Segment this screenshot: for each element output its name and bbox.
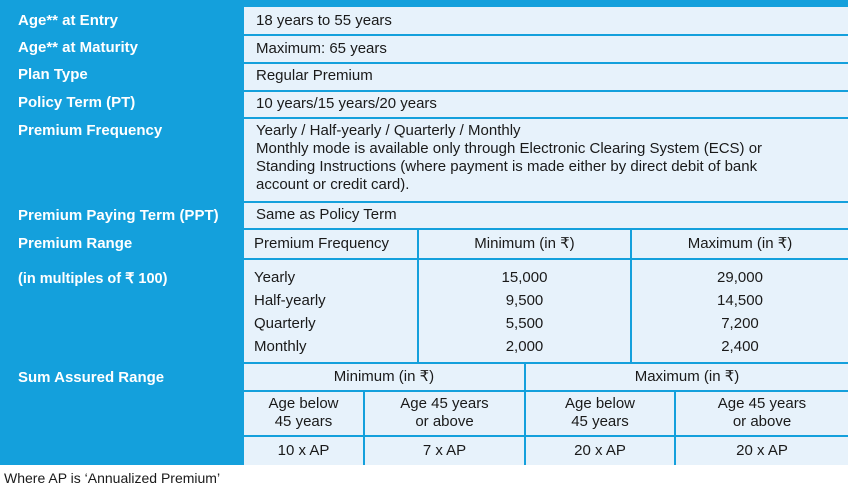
age-entry-label: Age** at Entry bbox=[18, 12, 119, 29]
maximum-monthly: 2,400 bbox=[721, 338, 759, 355]
subheader-2-line-1: Age 45 years bbox=[400, 395, 489, 412]
premium-range-header-minimum: Minimum (in ₹) bbox=[419, 230, 630, 258]
frequency-monthly: Monthly bbox=[254, 338, 307, 355]
sum-assured-subheader-1: Age below 45 years bbox=[244, 392, 363, 435]
age-entry-value: 18 years to 55 years bbox=[244, 7, 848, 34]
premium-range-header-frequency: Premium Frequency bbox=[244, 230, 417, 258]
premium-frequency-line-1: Yearly / Half-yearly / Quarterly / Month… bbox=[256, 122, 521, 139]
subheader-3-line-1: Age below bbox=[564, 395, 636, 412]
premium-range-label: Premium Range bbox=[18, 235, 133, 252]
premium-frequency-value: Yearly / Half-yearly / Quarterly / Month… bbox=[244, 119, 848, 201]
minimum-yearly: 15,000 bbox=[501, 269, 548, 286]
age-maturity-value: Maximum: 65 years bbox=[244, 36, 848, 62]
footnote: Where AP is ‘Annualized Premium’ bbox=[4, 470, 221, 486]
sum-assured-value-1: 10 x AP bbox=[244, 437, 363, 465]
ppt-value: Same as Policy Term bbox=[244, 203, 848, 228]
maximum-half-yearly: 14,500 bbox=[717, 292, 763, 309]
sum-assured-subheader-4: Age 45 years or above bbox=[676, 392, 848, 435]
sum-assured-label: Sum Assured Range bbox=[18, 369, 165, 386]
premium-frequency-label: Premium Frequency bbox=[18, 122, 163, 139]
sum-assured-minimum-header: Minimum (in ₹) bbox=[244, 364, 524, 390]
subheader-2-line-2: or above bbox=[415, 413, 474, 430]
sum-assured-subheader-3: Age below 45 years bbox=[526, 392, 674, 435]
premium-frequency-line-4: account or credit card). bbox=[256, 176, 410, 193]
subheader-1-line-2: 45 years bbox=[274, 413, 333, 430]
sum-assured-value-4: 20 x AP bbox=[676, 437, 848, 465]
subheader-3-line-2: 45 years bbox=[571, 413, 629, 430]
maximum-yearly: 29,000 bbox=[717, 269, 763, 286]
subheader-4-line-2: or above bbox=[732, 413, 792, 430]
age-maturity-label: Age** at Maturity bbox=[18, 39, 139, 56]
policy-term-label: Policy Term (PT) bbox=[18, 94, 136, 111]
minimum-half-yearly: 9,500 bbox=[505, 292, 544, 309]
sum-assured-subheader-2: Age 45 years or above bbox=[365, 392, 524, 435]
premium-frequency-line-3: Standing Instructions (where payment is … bbox=[256, 158, 758, 175]
premium-range-sublabel: (in multiples of ₹ 100) bbox=[18, 271, 168, 287]
maximum-quarterly: 7,200 bbox=[721, 315, 759, 332]
ppt-label: Premium Paying Term (PPT) bbox=[18, 207, 219, 224]
policy-details-table: Age** at Entry 18 years to 55 years Age*… bbox=[0, 0, 848, 465]
premium-range-header-maximum: Maximum (in ₹) bbox=[632, 230, 848, 258]
frequency-half-yearly: Half-yearly bbox=[254, 292, 326, 309]
minimum-monthly: 2,000 bbox=[505, 338, 544, 355]
plan-type-label: Plan Type bbox=[18, 66, 88, 83]
sum-assured-maximum-header: Maximum (in ₹) bbox=[526, 364, 848, 390]
sum-assured-value-2: 7 x AP bbox=[365, 437, 524, 465]
plan-type-value: Regular Premium bbox=[244, 64, 848, 90]
premium-range-maximum-column: 29,000 14,500 7,200 2,400 bbox=[632, 260, 848, 362]
subheader-1-line-1: Age below bbox=[268, 395, 339, 412]
premium-frequency-line-2: Monthly mode is available only through E… bbox=[256, 140, 763, 157]
policy-term-value: 10 years/15 years/20 years bbox=[244, 92, 848, 117]
frequency-quarterly: Quarterly bbox=[254, 315, 316, 332]
sum-assured-value-3: 20 x AP bbox=[526, 437, 674, 465]
premium-range-frequency-column: Yearly Half-yearly Quarterly Monthly bbox=[244, 260, 417, 362]
premium-range-minimum-column: 15,000 9,500 5,500 2,000 bbox=[419, 260, 630, 362]
minimum-quarterly: 5,500 bbox=[505, 315, 544, 332]
subheader-4-line-1: Age 45 years bbox=[717, 395, 807, 412]
frequency-yearly: Yearly bbox=[254, 269, 296, 286]
